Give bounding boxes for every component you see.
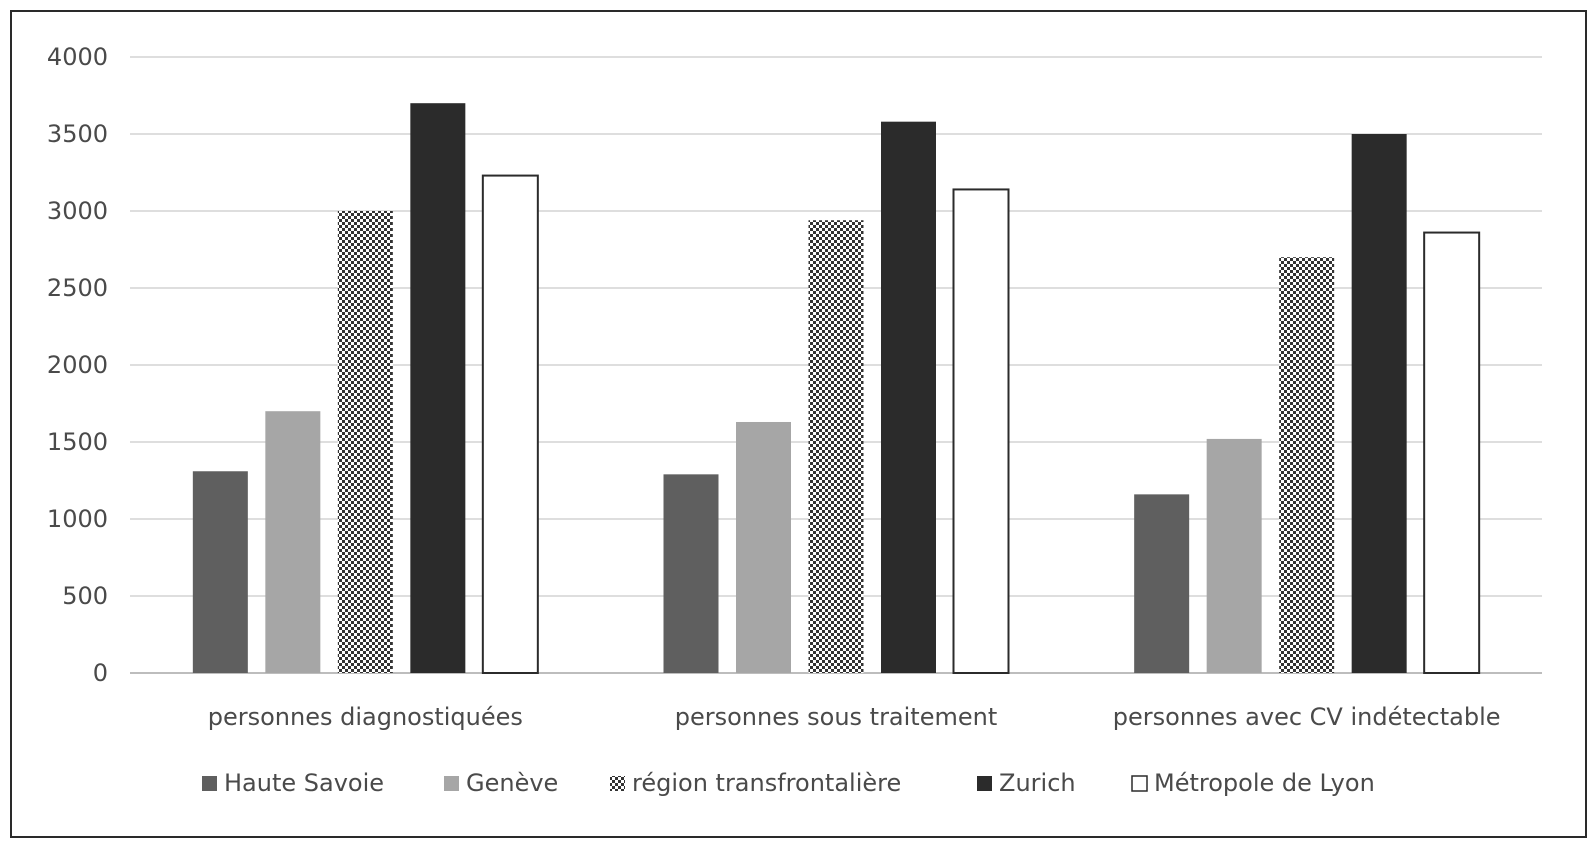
y-tick-label: 0 xyxy=(93,659,108,687)
y-axis-tick-labels: 0 500 1000 1500 2000 2500 3000 3500 4000 xyxy=(47,43,108,687)
legend-swatch xyxy=(977,776,992,791)
bar-zurich-3 xyxy=(1351,134,1407,673)
legend-swatch xyxy=(610,776,625,791)
legend: Haute Savoie Genève région transfrontalièr… xyxy=(202,769,1375,797)
bar-gen-ve-1 xyxy=(265,411,321,673)
x-category-label: personnes sous traitement xyxy=(675,703,998,731)
y-tick-label: 2000 xyxy=(47,351,108,379)
y-tick-label: 2500 xyxy=(47,274,108,302)
bar-gen-ve-2 xyxy=(736,421,791,673)
bar-m-tropole-de-lyon-1 xyxy=(481,174,539,675)
chart-frame: 0 500 1000 1500 2000 2500 3000 3500 4000 personn… xyxy=(10,10,1587,838)
y-tick-label: 500 xyxy=(62,582,108,610)
bar-r-gion-transfrontali-re-1 xyxy=(337,211,393,673)
y-tick-label: 4000 xyxy=(47,43,108,71)
y-tick-label: 1000 xyxy=(47,505,108,533)
bar-r-gion-transfrontali-re-2 xyxy=(808,220,864,674)
legend-label: Haute Savoie xyxy=(224,769,384,797)
legend-label: Métropole de Lyon xyxy=(1154,769,1375,797)
legend-label: Genève xyxy=(466,769,558,797)
bars xyxy=(192,103,1481,675)
legend-swatch xyxy=(444,776,459,791)
bar-haute-savoie-3 xyxy=(1134,494,1190,673)
bar-m-tropole-de-lyon-2 xyxy=(952,188,1010,674)
bar-r-gion-transfrontali-re-3 xyxy=(1279,257,1335,673)
x-axis-category-labels: personnes diagnostiquées personnes sous t… xyxy=(208,703,1501,731)
legend-label: région transfrontalière xyxy=(632,769,901,797)
bar-haute-savoie-2 xyxy=(663,474,719,673)
legend-swatch xyxy=(1131,775,1148,792)
x-category-label: personnes avec CV indétectable xyxy=(1113,703,1501,731)
bar-m-tropole-de-lyon-3 xyxy=(1423,231,1481,674)
legend-swatch xyxy=(202,776,217,791)
y-tick-label: 3500 xyxy=(47,120,108,148)
legend-label: Zurich xyxy=(999,769,1076,797)
bar-chart: 0 500 1000 1500 2000 2500 3000 3500 4000 personn… xyxy=(47,43,1542,797)
y-tick-label: 3000 xyxy=(47,197,108,225)
y-tick-label: 1500 xyxy=(47,428,108,456)
bar-zurich-1 xyxy=(410,103,466,673)
bar-gen-ve-3 xyxy=(1206,438,1262,673)
bar-haute-savoie-1 xyxy=(192,471,248,673)
x-category-label: personnes diagnostiquées xyxy=(208,703,523,731)
bar-zurich-2 xyxy=(881,121,936,674)
